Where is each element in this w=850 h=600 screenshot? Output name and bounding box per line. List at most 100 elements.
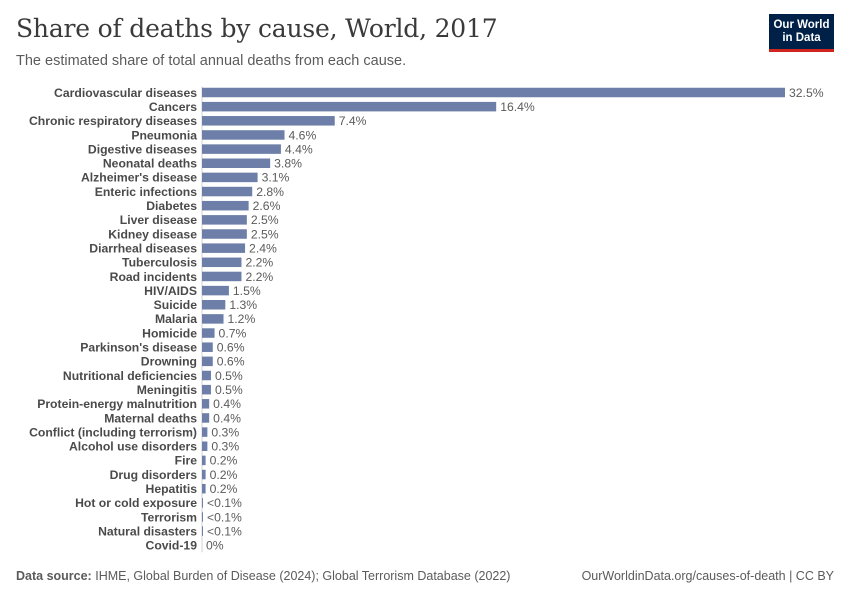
bar[interactable] xyxy=(202,215,247,225)
value-label: 0% xyxy=(206,539,224,553)
category-label: Cancers xyxy=(149,100,197,114)
bar[interactable] xyxy=(202,186,253,197)
bar[interactable] xyxy=(202,271,242,282)
bar[interactable] xyxy=(202,243,246,253)
bar[interactable] xyxy=(202,413,210,423)
bar[interactable] xyxy=(202,158,271,169)
value-label: 0.5% xyxy=(215,369,243,383)
value-label: 4.4% xyxy=(285,142,313,156)
value-label: 7.4% xyxy=(339,114,367,128)
category-label: Covid-19 xyxy=(146,539,198,553)
owid-logo[interactable]: Our World in Data xyxy=(769,14,834,52)
value-label: 2.8% xyxy=(256,185,284,199)
category-label: Fire xyxy=(175,454,198,468)
category-label: Road incidents xyxy=(110,270,198,284)
bar[interactable] xyxy=(202,116,335,126)
bar[interactable] xyxy=(202,427,208,437)
value-label: 0.7% xyxy=(219,326,247,340)
category-label: Protein-energy malnutrition xyxy=(37,397,197,411)
bar[interactable] xyxy=(202,483,206,494)
category-label: Terrorism xyxy=(141,510,197,524)
data-source-text: IHME, Global Burden of Disease (2024); G… xyxy=(95,569,511,583)
value-label: 0.2% xyxy=(210,454,238,468)
category-label: Digestive diseases xyxy=(88,142,197,156)
bar[interactable] xyxy=(202,370,211,381)
category-label: Drowning xyxy=(141,355,197,369)
value-label: 0.2% xyxy=(210,482,238,496)
category-label: Liver disease xyxy=(120,213,197,227)
bar[interactable] xyxy=(202,526,203,536)
category-label: Kidney disease xyxy=(108,227,197,241)
value-label: <0.1% xyxy=(207,524,242,538)
value-label: 3.1% xyxy=(262,171,290,185)
bar[interactable] xyxy=(202,384,211,395)
category-label: Pneumonia xyxy=(131,128,197,142)
value-label: 2.2% xyxy=(245,270,273,284)
category-label: Alcohol use disorders xyxy=(69,440,197,454)
category-label: Neonatal deaths xyxy=(103,157,197,171)
value-label: 0.5% xyxy=(215,383,243,397)
data-source: Data source: IHME, Global Burden of Dise… xyxy=(16,569,510,583)
bars-layer: Cardiovascular diseases 32.5% Cancers 16.4%… xyxy=(29,86,824,553)
category-label: Meningitis xyxy=(137,383,197,397)
bar[interactable] xyxy=(202,144,281,154)
bar[interactable] xyxy=(202,356,213,367)
bar[interactable] xyxy=(202,229,247,239)
category-label: Hepatitis xyxy=(146,482,198,496)
bar[interactable] xyxy=(202,328,215,338)
value-label: 1.2% xyxy=(228,312,256,326)
bar[interactable] xyxy=(202,285,229,296)
value-label: 16.4% xyxy=(500,100,535,114)
value-label: 4.6% xyxy=(289,128,317,142)
bar[interactable] xyxy=(202,498,203,508)
value-label: 0.6% xyxy=(217,355,245,369)
value-label: 32.5% xyxy=(789,86,824,100)
category-label: HIV/AIDS xyxy=(144,284,197,298)
category-label: Chronic respiratory diseases xyxy=(29,114,197,128)
category-label: Maternal deaths xyxy=(104,411,197,425)
bar[interactable] xyxy=(202,130,285,140)
bar[interactable] xyxy=(202,441,208,452)
value-label: 2.2% xyxy=(245,256,273,270)
category-label: Parkinson's disease xyxy=(80,341,197,355)
category-label: Enteric infections xyxy=(95,185,197,199)
category-label: Cardiovascular diseases xyxy=(54,86,197,100)
category-label: Nutritional deficiencies xyxy=(63,369,197,383)
category-label: Alzheimer's disease xyxy=(81,171,197,185)
bar[interactable] xyxy=(202,314,224,324)
value-label: 0.2% xyxy=(210,468,238,482)
bar[interactable] xyxy=(202,172,258,183)
bar[interactable] xyxy=(202,200,249,211)
credit-link[interactable]: OurWorldinData.org/causes-of-death | CC … xyxy=(581,569,834,583)
logo-line-2: in Data xyxy=(782,32,821,44)
bar-chart: Cardiovascular diseases 32.5% Cancers 16.4%… xyxy=(29,86,824,553)
bar[interactable] xyxy=(202,257,242,268)
logo-line-1: Our World xyxy=(773,19,830,31)
category-label: Homicide xyxy=(142,326,197,340)
category-label: Malaria xyxy=(155,312,197,326)
bar[interactable] xyxy=(202,469,206,480)
chart-subtitle: The estimated share of total annual deat… xyxy=(16,53,407,69)
value-label: 1.5% xyxy=(233,284,261,298)
bar[interactable] xyxy=(202,342,213,352)
value-label: 2.6% xyxy=(253,199,281,213)
bar[interactable] xyxy=(202,399,210,409)
category-label: Natural disasters xyxy=(98,524,197,538)
bar[interactable] xyxy=(202,87,785,98)
bar[interactable] xyxy=(202,300,226,310)
bar[interactable] xyxy=(202,512,203,522)
bar[interactable] xyxy=(202,455,206,466)
category-label: Conflict (including terrorism) xyxy=(29,425,197,439)
category-label: Diarrheal diseases xyxy=(89,241,197,255)
value-label: 2.5% xyxy=(251,227,279,241)
category-label: Drug disorders xyxy=(110,468,198,482)
value-label: 3.8% xyxy=(274,157,302,171)
value-label: 0.6% xyxy=(217,341,245,355)
value-label: 1.3% xyxy=(229,298,257,312)
bar[interactable] xyxy=(202,101,497,112)
chart-title: Share of deaths by cause, World, 2017 xyxy=(16,14,498,43)
value-label: 2.5% xyxy=(251,213,279,227)
value-label: <0.1% xyxy=(207,510,242,524)
category-label: Suicide xyxy=(154,298,198,312)
category-label: Hot or cold exposure xyxy=(75,496,197,510)
